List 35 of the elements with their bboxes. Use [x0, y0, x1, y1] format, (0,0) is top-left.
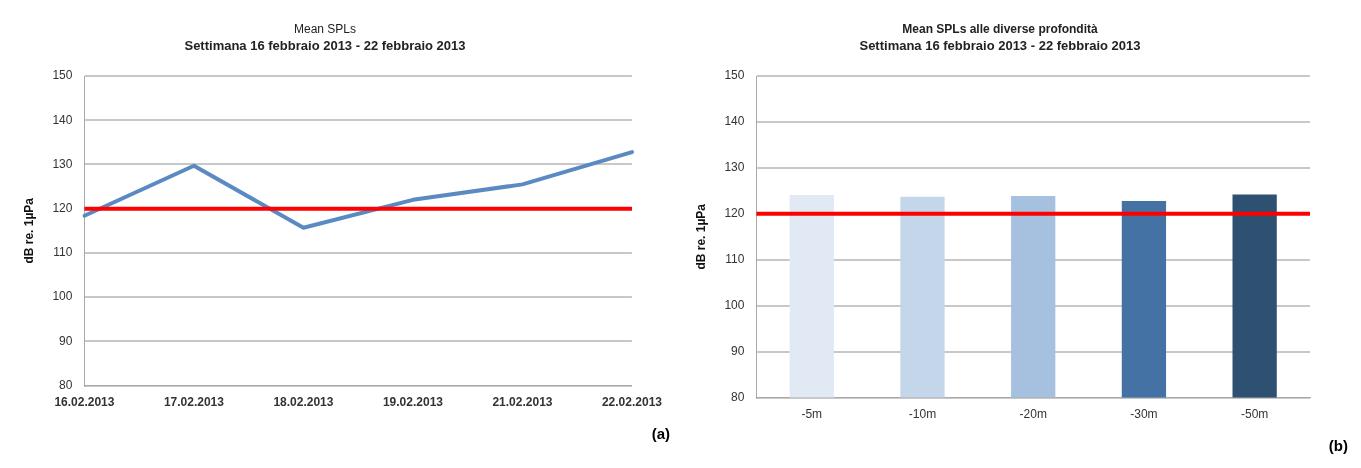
y-tick-label: 80 [59, 377, 73, 392]
y-tick-label: 100 [52, 289, 73, 304]
y-tick-label: 110 [725, 252, 745, 267]
y-tick-label: 150 [724, 68, 745, 83]
text: (a) [651, 424, 670, 442]
x-tick-label: 16.02.2013 [54, 395, 115, 410]
y-tick-label: 90 [731, 343, 745, 358]
y-tick-label: 90 [59, 333, 73, 348]
y-tick-label: 80 [731, 389, 745, 404]
y-tick-label: 150 [52, 68, 73, 83]
x-tick-label: -50m [1240, 407, 1269, 422]
chart-title: Mean SPLs [293, 21, 357, 36]
y-tick-label: 140 [52, 112, 73, 127]
x-tick-label: 21.02.2013 [492, 395, 553, 410]
x-tick-label: -5m [801, 407, 823, 422]
x-tick-label: 18.02.2013 [273, 395, 334, 410]
x-tick-label: 22.02.2013 [601, 395, 663, 410]
x-tick-label: 19.02.2013 [382, 395, 444, 410]
y-axis-title: dB re. 1µPa [693, 203, 708, 270]
x-tick-label: -30m [1130, 407, 1158, 422]
x-tick-label: 17.02.2013 [163, 395, 225, 410]
chart-subtitle: Settimana 16 febbraio 2013 - 22 febbraio 2013 [859, 37, 1141, 53]
y-tick-label: 100 [724, 298, 745, 313]
x-tick-label: -20m [1019, 407, 1047, 422]
y-tick-label: 120 [52, 201, 73, 215]
text: (b) [1328, 436, 1348, 454]
y-tick-label: 140 [724, 114, 745, 129]
y-tick-label: 120 [724, 206, 745, 221]
y-tick-label: 130 [724, 160, 745, 175]
chart-subtitle: Settimana 16 febbraio 2013 - 22 febbraio 2013 [184, 37, 466, 53]
y-axis-title: dB re. 1µPa [21, 197, 36, 264]
x-tick-label: -10m [908, 407, 937, 422]
chart-title: Mean SPLs alle diverse profondità [902, 21, 1099, 36]
y-tick-label: 130 [52, 156, 73, 171]
y-tick-label: 110 [53, 245, 73, 260]
